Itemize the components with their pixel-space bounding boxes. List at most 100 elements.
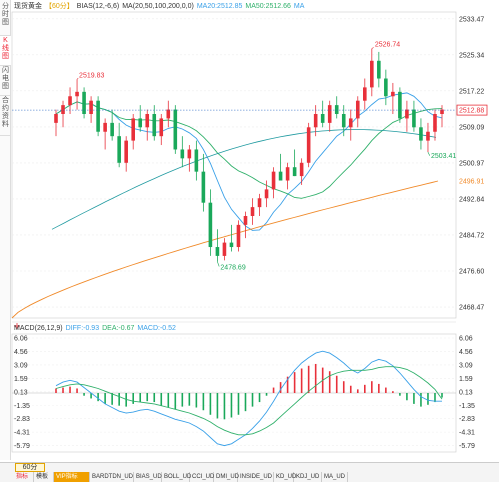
macd-axis-label-left: 1.59 [14,376,28,383]
candle-body [355,100,360,119]
macd-dif: DIFF:-0.93 [65,325,100,332]
ma-suffix: MA [293,3,305,10]
high-label-pointer [371,47,374,49]
macd-axis-label-right: 0.13 [459,389,473,396]
candle-body [391,91,395,97]
candle-body [187,149,192,159]
candle-body [334,105,339,114]
candle-body [440,109,444,114]
candle-body [412,109,416,128]
left-sidebar: 分时图 K线图 闪电图 合约资料 [0,0,11,460]
candle-body [320,114,325,123]
candle-body [370,60,374,88]
low-label-pointer [217,261,220,267]
candle-body [166,109,171,119]
candle-body [215,247,220,256]
macd-axis-label-right: -5.79 [459,443,475,450]
indicator-tab-1[interactable]: 模板 [34,472,54,482]
candle-body [194,149,199,172]
macd-axis-label-right: 6.06 [459,335,473,342]
ma50-value: MA50:2512.66 [245,3,291,10]
macd-axis-label-right: -1.35 [459,403,475,410]
candle-body [68,96,72,106]
ma-label: MA(20,50,100,200,0,0) [122,3,194,10]
candle-body [180,149,185,159]
indicator-tab-6[interactable]: CCI_UD [192,472,215,482]
candle-body [419,127,423,141]
candle-body [222,242,227,256]
macd-axis-label-right: -2.83 [459,416,475,423]
indicator-tab-10[interactable]: KDJ_UD [294,472,322,482]
candle-body [257,198,262,208]
dea-line [55,366,443,436]
ma200-line [11,180,439,319]
indicator-tab-9[interactable]: KD_UD [276,472,297,482]
candle-body [54,114,58,123]
candle-body [271,171,276,190]
macd-axis-label-left: 6.06 [14,335,28,342]
current-price-tag [456,104,488,116]
macd-axis-label-left: 3.09 [14,362,28,369]
indicator-tab-5[interactable]: BOLL_UD [164,472,192,482]
sidebar-tab-1[interactable]: K线图 [0,36,11,66]
macd-axis-label-left: -5.79 [14,443,30,450]
bias-label: BIAS(12,-6,6) [76,3,120,10]
candle-body [250,207,255,216]
candle-body [363,87,367,101]
price-axis-label: 2533.47 [459,16,484,23]
candle-body [117,136,121,163]
dif-line [55,350,442,447]
candle-body [299,162,304,177]
indicator-tab-11[interactable]: MA_UD [322,472,348,482]
right-low-label-pointer [427,151,431,156]
macd-dea: DEA:-0.67 [102,325,135,332]
price-pane-frame [11,11,457,319]
indicator-tab-2[interactable]: VIP指标 [54,472,90,482]
sidebar-tab-3[interactable]: 合约资料 [0,96,11,136]
candle-body [173,109,178,150]
candle-body [341,114,346,128]
macd-value: MACD:-0.52 [137,325,176,332]
candle-body [236,224,241,248]
macd-axis-label-right: 4.56 [459,349,473,356]
period-label[interactable]: 【60分】 [45,3,74,10]
candle-body [292,167,297,177]
indicator-tab-7[interactable]: DMI_UD [216,472,240,482]
sidebar-tab-2[interactable]: 闪电图 [0,66,11,96]
candle-body [264,189,269,199]
price-chart[interactable]: 2533.47 2525.34 2517.22 2509.09 2500.97 2492.… [0,0,499,460]
candle-body [124,140,128,163]
main-legend: 现货黄金 【60分】 BIAS(12,-6,6) MA(20,50,100,200,0… [14,2,307,12]
ma50-line [55,101,443,199]
left-high-label-pointer [76,77,79,80]
candle-body [426,131,430,141]
macd-axis-label-right: -4.31 [459,430,475,437]
candle-body [285,167,290,181]
current-price-label: 2512.88 [459,108,484,115]
indicator-tab-0[interactable]: 指标 [14,472,34,482]
candle-body [96,100,100,132]
macd-axis-label-left: -1.35 [14,403,30,410]
indicator-tab-4[interactable]: BIAS_UD [136,472,162,482]
candle-body [89,100,93,114]
sidebar-tab-0[interactable]: 分时图 [0,2,11,36]
price-axis-label: 2476.60 [459,268,484,275]
indicator-tab-3[interactable]: BARDTDN_UD [92,472,134,482]
timeframe-select[interactable]: 60分 [15,463,45,472]
candle-body [384,78,388,97]
price-axis-label: 2517.22 [459,88,484,95]
ma20-line [55,92,443,231]
candle-body [103,122,107,132]
candle-body [348,118,353,128]
macd-legend: MACD(26,12,9) DIFF:-0.93 DEA:-0.67 MACD:-0.… [14,324,179,334]
macd-title: MACD(26,12,9) [14,325,63,332]
candle-body [201,171,206,203]
candle-body [75,91,79,97]
ma100-line [51,129,437,230]
candle-body [61,105,65,114]
candle-body [145,114,150,128]
macd-axis-label-left: -4.31 [14,430,30,437]
instrument-name: 现货黄金 [14,3,42,10]
indicator-tab-8[interactable]: INSIDE_UD [240,472,274,482]
candle-body [313,114,318,128]
